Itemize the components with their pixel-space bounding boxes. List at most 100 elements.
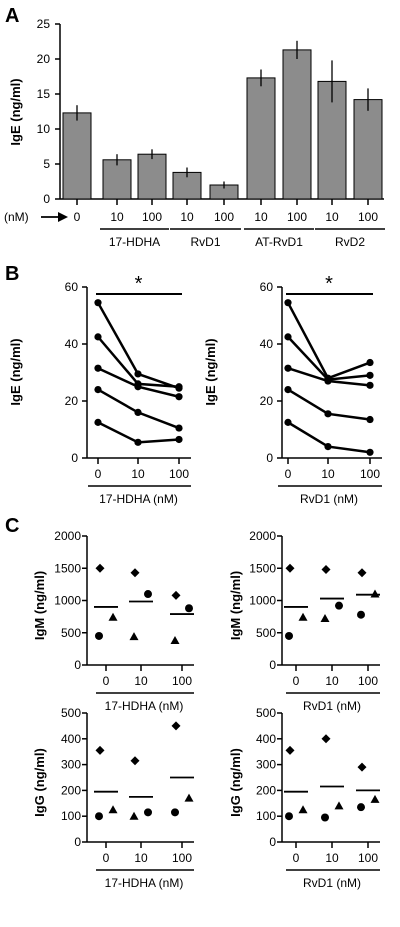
panel-letter: A — [5, 5, 19, 27]
diamond-marker — [95, 563, 105, 573]
y-tick-label: 20 — [65, 394, 79, 408]
y-tick-label: 0 — [43, 192, 50, 206]
y-tick-label: 100 — [256, 809, 276, 823]
y-tick-label: 40 — [260, 337, 274, 351]
data-point — [366, 371, 374, 379]
data-point — [366, 415, 374, 424]
bar — [137, 153, 167, 200]
x-axis-label: RvD1 (nM) — [303, 699, 361, 713]
data-point — [366, 358, 374, 367]
diamond-marker — [285, 745, 295, 755]
data-point — [175, 435, 183, 444]
x-tick-label: 10 — [131, 467, 145, 481]
y-tick-label: 500 — [256, 706, 276, 720]
data-point — [324, 443, 332, 451]
x-axis-label: RvD1 (nM) — [300, 492, 358, 506]
y-tick-label: 2000 — [249, 529, 276, 543]
diamond-marker — [321, 734, 331, 744]
data-point — [134, 383, 142, 391]
x-tick-label: 10 — [110, 210, 124, 224]
triangle-marker — [370, 794, 380, 803]
x-tick-label: 100 — [172, 674, 192, 688]
x-tick-label: 0 — [74, 210, 81, 224]
bar — [353, 99, 383, 200]
series-line — [97, 336, 180, 388]
circle-marker — [357, 610, 365, 619]
y-tick-label: 100 — [61, 809, 81, 823]
x-tick-label: 10 — [134, 674, 148, 688]
x-tick-label: 0 — [103, 674, 110, 688]
x-tick-label: 10 — [134, 851, 148, 865]
diamond-marker — [95, 745, 105, 755]
triangle-marker — [298, 612, 308, 621]
circle-marker — [321, 813, 329, 822]
y-tick-label: 300 — [256, 758, 276, 772]
x-axis-label: 17-HDHA (nM) — [105, 699, 184, 713]
y-tick-label: 1500 — [54, 561, 81, 575]
circle-marker — [95, 631, 103, 640]
diamond-marker — [130, 568, 140, 578]
data-point — [134, 370, 142, 378]
data-point — [94, 299, 102, 307]
diamond-marker — [321, 565, 331, 575]
y-axis-label: IgE (ng/ml) — [8, 338, 23, 405]
y-tick-label: 500 — [256, 626, 276, 640]
data-point — [284, 299, 292, 307]
triangle-marker — [370, 589, 380, 598]
significance-star: * — [135, 273, 143, 295]
x-axis-label: 17-HDHA (nM) — [105, 876, 184, 890]
y-tick-label: 1000 — [249, 594, 276, 608]
data-point — [94, 386, 102, 394]
y-tick-label: 20 — [37, 52, 51, 66]
data-point — [175, 393, 183, 401]
data-point — [284, 333, 292, 341]
triangle-marker — [108, 612, 118, 621]
x-tick-label: 0 — [293, 851, 300, 865]
triangle-marker — [298, 805, 308, 814]
x-tick-label: 100 — [358, 210, 378, 224]
x-tick-label: 100 — [142, 210, 162, 224]
x-tick-label: 100 — [172, 851, 192, 865]
y-tick-label: 2000 — [54, 529, 81, 543]
x-tick-label: 100 — [169, 467, 189, 481]
y-tick-label: 1000 — [54, 594, 81, 608]
x-axis-label: 17-HDHA (nM) — [99, 492, 178, 506]
x-tick-label: 10 — [254, 210, 268, 224]
y-tick-label: 200 — [61, 783, 81, 797]
y-tick-label: 400 — [61, 732, 81, 746]
data-point — [134, 438, 142, 446]
significance-star: * — [325, 273, 333, 295]
triangle-marker — [129, 632, 139, 641]
y-tick-label: 60 — [65, 280, 79, 294]
y-tick-label: 0 — [266, 451, 273, 465]
y-tick-label: 200 — [256, 783, 276, 797]
data-point — [366, 448, 374, 456]
diamond-marker — [130, 756, 140, 766]
x-tick-label: 100 — [360, 467, 380, 481]
circle-marker — [185, 604, 193, 613]
circle-marker — [171, 808, 179, 817]
y-tick-label: 0 — [74, 835, 81, 849]
series-line — [286, 302, 371, 380]
bar — [62, 112, 92, 200]
y-axis-label: IgG (ng/ml) — [228, 748, 243, 817]
bar — [246, 77, 276, 200]
group-label: AT-RvD1 — [255, 235, 303, 249]
bar — [282, 49, 312, 200]
y-tick-label: 15 — [37, 87, 51, 101]
x-tick-label: 10 — [325, 210, 339, 224]
data-point — [175, 383, 183, 391]
diamond-marker — [171, 590, 181, 600]
data-point — [324, 410, 332, 418]
y-tick-label: 400 — [256, 732, 276, 746]
triangle-marker — [129, 811, 139, 820]
triangle-marker — [170, 635, 180, 644]
y-tick-label: 0 — [71, 451, 78, 465]
data-point — [94, 333, 102, 341]
data-point — [366, 381, 374, 389]
data-point — [324, 377, 332, 385]
x-tick-label: 0 — [103, 851, 110, 865]
x-tick-label: 100 — [287, 210, 307, 224]
circle-marker — [95, 812, 103, 821]
y-tick-label: 500 — [61, 706, 81, 720]
